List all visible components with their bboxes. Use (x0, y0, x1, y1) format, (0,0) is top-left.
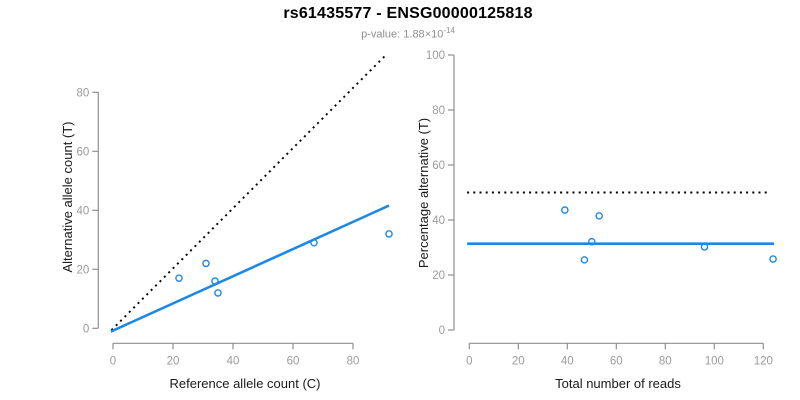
y-tick-label: 0 (83, 323, 89, 335)
y-tick-label: 0 (439, 325, 445, 337)
panel-2: 0 20 40 60 80 100 0 20 40 60 80 100 120 Total number … (416, 50, 777, 391)
data-point (175, 274, 183, 282)
y-tick-label: 40 (77, 205, 90, 217)
x-axis-label: Reference allele count (C) (169, 376, 320, 391)
y-tick-label: 40 (432, 215, 445, 227)
x-tick-label: 60 (287, 355, 300, 367)
data-point (214, 289, 222, 297)
identity-line (110, 53, 388, 331)
x-tick-label: 120 (754, 355, 773, 367)
x-tick-label: 60 (610, 355, 623, 367)
data-point (211, 277, 219, 285)
panel-1: 0 20 40 60 80 0 20 40 60 80 Reference allele count… (60, 53, 393, 391)
data-point (769, 255, 777, 263)
data-point (385, 230, 393, 238)
data-point (580, 256, 589, 264)
data-point (310, 238, 318, 247)
x-tick-label: 40 (561, 355, 574, 367)
y-tick-label: 60 (432, 160, 445, 172)
data-point (202, 259, 210, 268)
y-axis-label: Alternative allele count (T) (60, 121, 75, 272)
data-point (595, 212, 603, 220)
y-axis-label: Percentage alternative (T) (416, 118, 431, 268)
data-point (561, 206, 569, 214)
x-tick-label: 80 (659, 355, 672, 367)
x-tick-label: 0 (110, 355, 116, 367)
y-tick-label: 100 (426, 50, 445, 62)
x-tick-label: 20 (167, 355, 180, 367)
x-tick-label: 80 (347, 355, 360, 367)
data-point (700, 243, 709, 251)
x-tick-label: 100 (705, 355, 724, 367)
y-tick-label: 20 (432, 270, 445, 282)
y-tick-label: 80 (432, 105, 445, 117)
x-tick-label: 20 (512, 355, 525, 367)
data-point (588, 237, 596, 246)
x-tick-label: 0 (466, 355, 472, 367)
x-axis-label: Total number of reads (555, 376, 681, 391)
x-tick-label: 40 (227, 355, 240, 367)
fit-line (110, 204, 390, 333)
y-tick-label: 60 (77, 146, 90, 158)
y-tick-label: 80 (77, 87, 90, 99)
y-tick-label: 20 (77, 264, 90, 276)
